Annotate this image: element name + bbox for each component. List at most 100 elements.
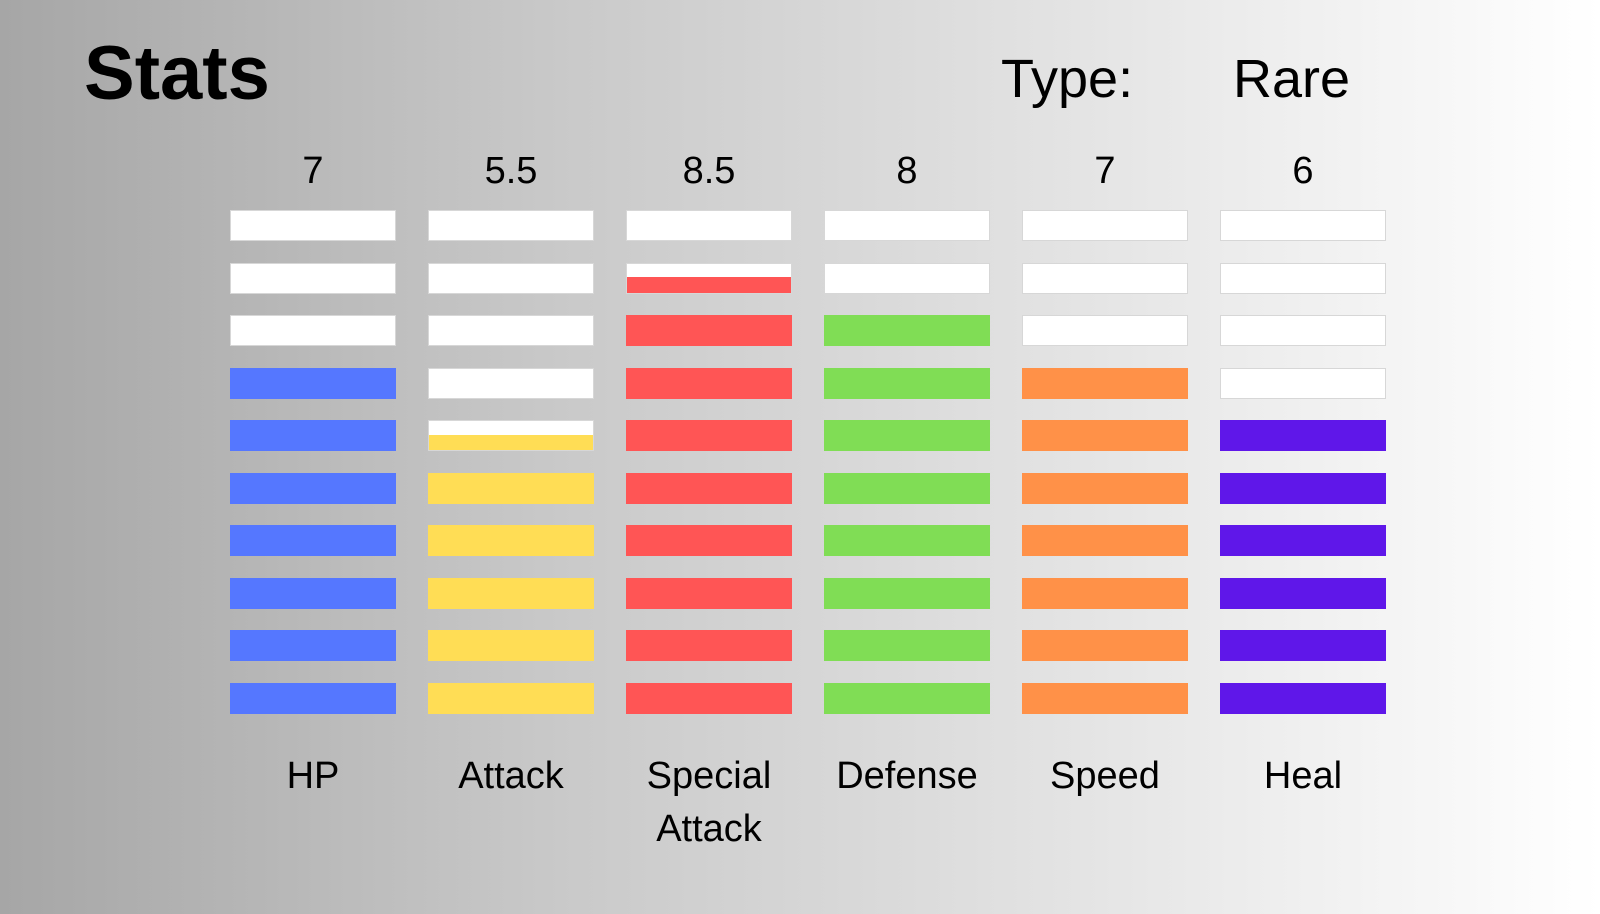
- stat-segment-fill: [1221, 421, 1385, 450]
- stat-segment: [1022, 367, 1188, 399]
- stat-segment: [230, 577, 396, 609]
- stat-value: 8: [896, 150, 918, 192]
- stat-segment: [428, 210, 594, 241]
- stat-column-heal: 6 Heal: [1220, 0, 1386, 914]
- stat-label: Defense: [836, 755, 978, 797]
- stat-label: Speed: [1050, 755, 1160, 797]
- stat-segment: [1220, 682, 1386, 714]
- stat-segment-fill: [825, 473, 989, 503]
- stat-segment: [824, 420, 990, 451]
- stat-segment-fill: [231, 368, 395, 398]
- stat-segment: [824, 630, 990, 661]
- stat-segment: [1022, 682, 1188, 714]
- stat-segment-fill: [429, 526, 593, 555]
- stat-column-hp: 7 HP: [230, 0, 396, 914]
- stat-segment: [428, 525, 594, 556]
- stat-segment: [824, 525, 990, 556]
- stat-segment-fill: [825, 578, 989, 608]
- stat-segment: [1220, 262, 1386, 294]
- stat-segment-fill: [1221, 631, 1385, 660]
- stat-segment-fill: [429, 434, 593, 450]
- stat-segment-fill: [1023, 631, 1187, 660]
- stat-segment: [824, 210, 990, 241]
- stat-column-attack: 5.5 Attack: [428, 0, 594, 914]
- stat-segment: [1022, 315, 1188, 346]
- stat-segment: [1220, 525, 1386, 556]
- stat-segment: [626, 367, 792, 399]
- stat-segment-fill: [825, 316, 989, 345]
- stat-label: Special Attack: [646, 755, 772, 851]
- stat-segment: [230, 630, 396, 661]
- stat-segment: [1220, 577, 1386, 609]
- stat-segment-fill: [231, 683, 395, 713]
- stat-segment-fill: [1023, 473, 1187, 503]
- stat-segment-fill: [1023, 421, 1187, 450]
- stat-column-defense: 8 Defense: [824, 0, 990, 914]
- stat-segment-fill: [429, 631, 593, 660]
- stat-segment-fill: [825, 526, 989, 555]
- stat-segment: [1220, 420, 1386, 451]
- stat-segment: [824, 577, 990, 609]
- stat-segment: [428, 472, 594, 504]
- stat-segment: [824, 367, 990, 399]
- stat-segment: [626, 525, 792, 556]
- stat-segment-fill: [627, 277, 791, 293]
- stat-segment-fill: [627, 368, 791, 398]
- stat-segment: [230, 420, 396, 451]
- stat-segment-fill: [231, 473, 395, 503]
- stat-segment: [824, 315, 990, 346]
- stat-segment: [230, 525, 396, 556]
- stat-segment: [626, 472, 792, 504]
- stat-segment-fill: [627, 473, 791, 503]
- stat-column-special-attack: 8.5 Special Attack: [626, 0, 792, 914]
- stat-segment: [626, 210, 792, 241]
- stat-segment-fill: [1023, 578, 1187, 608]
- stat-value: 6: [1292, 150, 1314, 192]
- stat-segment: [428, 315, 594, 346]
- stat-segment: [824, 472, 990, 504]
- stat-segment-fill: [231, 578, 395, 608]
- stat-segment-fill: [231, 526, 395, 555]
- stat-segment: [230, 315, 396, 346]
- stat-value: 7: [1094, 150, 1116, 192]
- stat-segment-fill: [231, 631, 395, 660]
- stat-segment: [230, 262, 396, 294]
- stat-segment: [428, 367, 594, 399]
- stat-segment-fill: [231, 421, 395, 450]
- stat-segment: [1022, 210, 1188, 241]
- page-title: Stats: [84, 31, 270, 116]
- stat-segment-fill: [825, 683, 989, 713]
- stat-segment-fill: [1023, 368, 1187, 398]
- stat-segment: [428, 420, 594, 451]
- stat-segment-fill: [429, 473, 593, 503]
- stat-value: 5.5: [484, 150, 538, 192]
- stat-segment-fill: [825, 421, 989, 450]
- stat-segment: [824, 262, 990, 294]
- stat-segment: [626, 315, 792, 346]
- stat-segment-fill: [627, 683, 791, 713]
- stat-segment: [230, 682, 396, 714]
- stat-segment-fill: [825, 368, 989, 398]
- stat-value: 7: [302, 150, 324, 192]
- type-value: Rare: [1233, 49, 1351, 109]
- stat-segment: [626, 262, 792, 294]
- stat-value: 8.5: [682, 150, 736, 192]
- stat-segment: [1022, 577, 1188, 609]
- stat-segment: [626, 630, 792, 661]
- stat-segment: [428, 682, 594, 714]
- stat-segment: [1022, 472, 1188, 504]
- stat-segment-fill: [1221, 473, 1385, 503]
- type-label: Type:: [1001, 49, 1134, 109]
- stat-segment-fill: [429, 683, 593, 713]
- stat-segment: [1022, 630, 1188, 661]
- stat-segment-fill: [1221, 683, 1385, 713]
- stat-segment-fill: [627, 578, 791, 608]
- stat-segment: [1220, 367, 1386, 399]
- stat-segment-fill: [825, 631, 989, 660]
- stat-segment: [428, 630, 594, 661]
- stat-segment-fill: [429, 578, 593, 608]
- stat-segment-fill: [1221, 578, 1385, 608]
- stat-segment: [824, 682, 990, 714]
- stat-segment: [1022, 262, 1188, 294]
